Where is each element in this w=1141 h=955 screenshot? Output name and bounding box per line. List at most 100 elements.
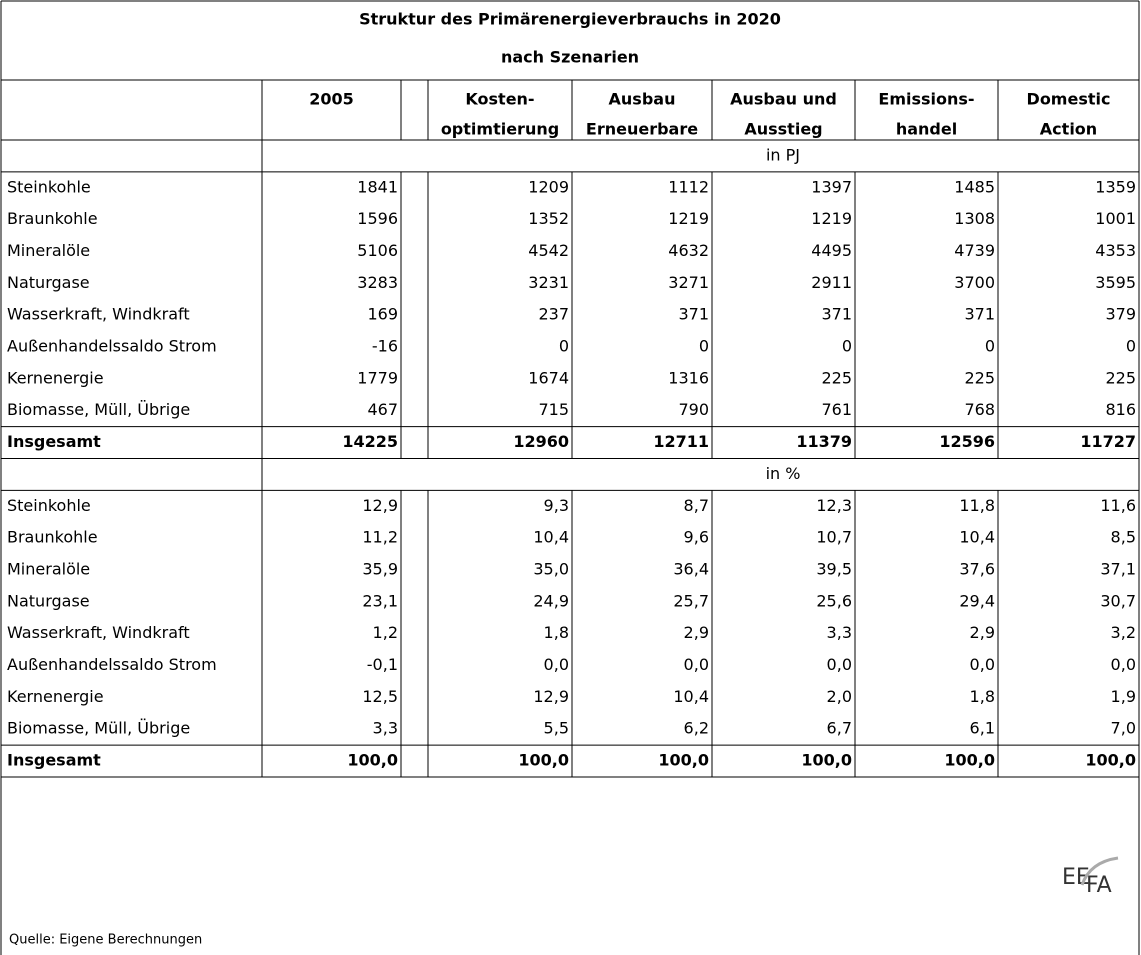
cell-value: 3700 — [954, 273, 995, 292]
cell-value: 0 — [842, 337, 852, 356]
cell-value: 8,7 — [684, 496, 709, 515]
cell-value: 1,2 — [373, 623, 398, 642]
cell-value: 371 — [964, 305, 995, 324]
cell-value: 225 — [821, 368, 852, 387]
logo: FA — [1086, 873, 1112, 898]
cell-value: 816 — [1105, 400, 1136, 419]
cell-value: 14225 — [342, 432, 398, 451]
cell-value: 37,6 — [959, 559, 995, 578]
cell-value: 1308 — [954, 209, 995, 228]
cell-value: 37,1 — [1100, 559, 1136, 578]
cell-value: 0 — [699, 337, 709, 356]
cell-value: 10,4 — [533, 528, 569, 547]
cell-value: 25,7 — [673, 591, 709, 610]
row-label: Braunkohle — [7, 209, 98, 228]
cell-value: 2,0 — [827, 687, 852, 706]
column-header: Domestic — [1027, 90, 1111, 109]
cell-value: 2,9 — [970, 623, 995, 642]
row-label: Wasserkraft, Windkraft — [7, 623, 190, 642]
cell-value: 100,0 — [658, 751, 709, 770]
cell-value: -16 — [372, 337, 398, 356]
cell-value: 169 — [367, 305, 398, 324]
row-label: Naturgase — [7, 273, 90, 292]
cell-value: 6,2 — [684, 719, 709, 738]
column-header: Kosten- — [465, 90, 534, 109]
cell-value: 36,4 — [673, 559, 709, 578]
row-label: Mineralöle — [7, 559, 90, 578]
cell-value: 100,0 — [518, 751, 569, 770]
cell-value: 3,3 — [373, 719, 398, 738]
cell-value: 9,3 — [544, 496, 569, 515]
cell-value: 24,9 — [533, 591, 569, 610]
cell-value: 29,4 — [959, 591, 995, 610]
row-label: Insgesamt — [7, 751, 101, 770]
cell-value: 11,6 — [1100, 496, 1136, 515]
cell-value: 6,7 — [827, 719, 852, 738]
cell-value: 225 — [964, 368, 995, 387]
cell-value: 3,3 — [827, 623, 852, 642]
column-header: Action — [1040, 120, 1097, 139]
cell-value: 8,5 — [1111, 528, 1136, 547]
logo-swoosh — [1080, 856, 1119, 886]
row-label: Kernenergie — [7, 687, 104, 706]
cell-value: 0 — [1126, 337, 1136, 356]
cell-value: 30,7 — [1100, 591, 1136, 610]
cell-value: 1,8 — [970, 687, 995, 706]
cell-value: 4632 — [668, 241, 709, 260]
cell-value: 1,8 — [544, 623, 569, 642]
source: Quelle: Eigene Berechnungen — [9, 933, 202, 948]
cell-value: 12,9 — [533, 687, 569, 706]
cell-value: 12596 — [939, 432, 995, 451]
cell-value: 0,0 — [684, 655, 709, 674]
cell-value: 0,0 — [970, 655, 995, 674]
row-label: Biomasse, Müll, Übrige — [7, 719, 190, 738]
title: nach Szenarien — [501, 48, 639, 67]
cell-value: 3595 — [1095, 273, 1136, 292]
cell-value: 0,0 — [544, 655, 569, 674]
cell-value: 3283 — [357, 273, 398, 292]
row-label: Steinkohle — [7, 496, 91, 515]
cell-value: 25,6 — [816, 591, 852, 610]
cell-value: 0 — [559, 337, 569, 356]
cell-value: 7,0 — [1111, 719, 1136, 738]
cell-value: 10,4 — [959, 528, 995, 547]
cell-value: 0,0 — [1111, 655, 1136, 674]
row-label: Kernenergie — [7, 368, 104, 387]
cell-value: 225 — [1105, 368, 1136, 387]
column-header: Erneuerbare — [586, 120, 698, 139]
cell-value: 100,0 — [944, 751, 995, 770]
cell-value: 4495 — [811, 241, 852, 260]
cell-value: 5106 — [357, 241, 398, 260]
row-label: Mineralöle — [7, 241, 90, 260]
row-label: Braunkohle — [7, 528, 98, 547]
cell-value: 379 — [1105, 305, 1136, 324]
cell-value: 12960 — [513, 432, 569, 451]
cell-value: 6,1 — [970, 719, 995, 738]
cell-value: 1485 — [954, 177, 995, 196]
cell-value: 10,7 — [816, 528, 852, 547]
title: Struktur des Primärenergieverbrauchs in … — [359, 10, 781, 29]
row-label: Wasserkraft, Windkraft — [7, 305, 190, 324]
column-header: optimtierung — [441, 120, 559, 139]
cell-value: 11379 — [796, 432, 852, 451]
row-label: Außenhandelssaldo Strom — [7, 655, 217, 674]
cell-value: 35,9 — [362, 559, 398, 578]
cell-value: 761 — [821, 400, 852, 419]
unit-label: in PJ — [766, 145, 800, 164]
cell-value: 12,9 — [362, 496, 398, 515]
cell-value: 0,0 — [827, 655, 852, 674]
cell-value: 4542 — [528, 241, 569, 260]
column-header: Ausstieg — [744, 120, 822, 139]
column-header: handel — [896, 120, 957, 139]
unit-label: in % — [766, 464, 801, 483]
cell-value: 1841 — [357, 177, 398, 196]
column-header: Emissions- — [878, 90, 974, 109]
row-label: Biomasse, Müll, Übrige — [7, 400, 190, 419]
cell-value: 100,0 — [347, 751, 398, 770]
cell-value: 1779 — [357, 368, 398, 387]
cell-value: 1001 — [1095, 209, 1136, 228]
cell-value: 4353 — [1095, 241, 1136, 260]
cell-value: 3231 — [528, 273, 569, 292]
cell-value: 1596 — [357, 209, 398, 228]
